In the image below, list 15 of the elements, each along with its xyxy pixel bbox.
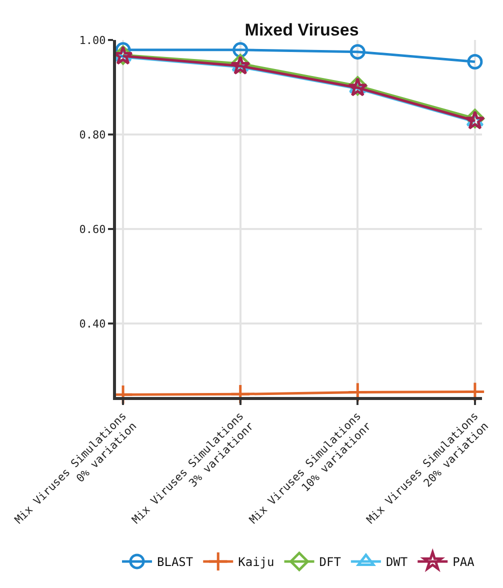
y-tick-label: 0.40 (79, 318, 106, 331)
y-tick-label: 1.00 (79, 34, 106, 47)
y-tick-label: 0.60 (79, 222, 106, 236)
y-tick-label: 0.80 (79, 128, 106, 142)
point (230, 384, 251, 405)
point (467, 54, 483, 70)
point (464, 381, 486, 402)
legend-label: PAA (452, 555, 476, 570)
legend-label: Kaiju (238, 555, 274, 570)
legend-label: DWT (386, 555, 408, 570)
legend-label: DFT (319, 555, 341, 570)
point (350, 44, 366, 60)
legend-label: BLAST (157, 555, 194, 570)
point (347, 382, 368, 403)
chart-title: Mixed Viruses (244, 20, 359, 40)
